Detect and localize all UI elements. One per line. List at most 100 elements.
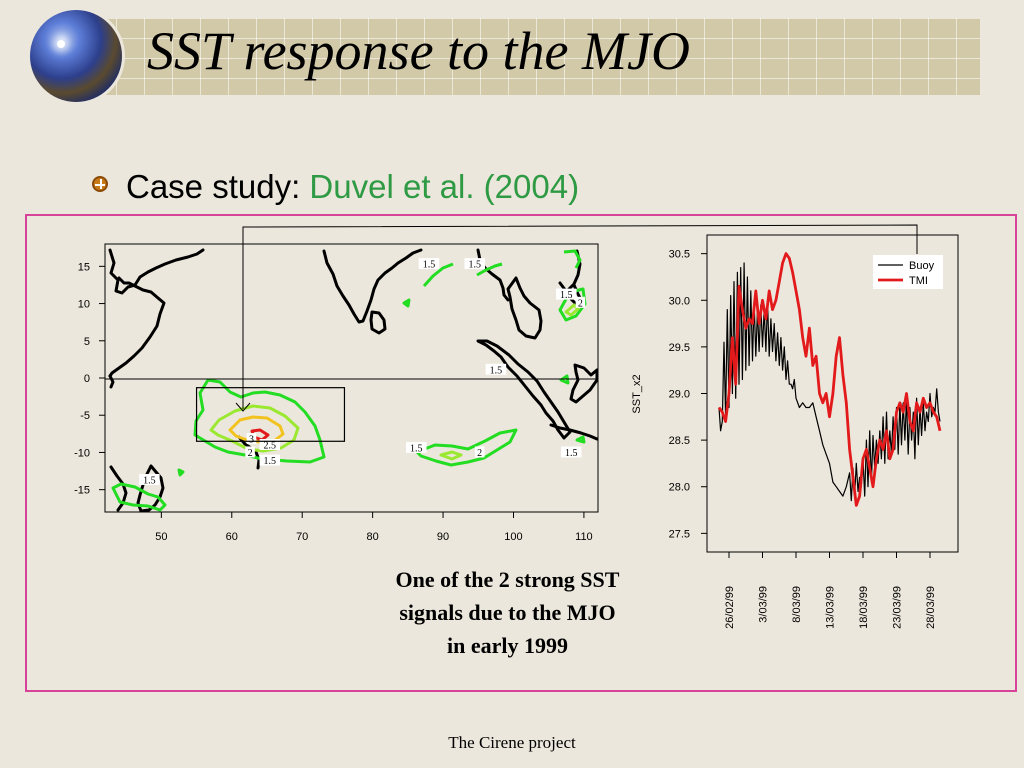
series-line-buoy [718,262,941,502]
contour-label-bg [575,296,586,308]
contour-1-5-ne2 [476,262,503,277]
coastline-java [549,423,599,441]
coastline-india [322,248,423,324]
bullet-prefix: Case study: [126,168,310,205]
bullet-citation: Duvel et al. (2004) [309,168,580,205]
map-x-axis: 50 60 70 80 90 100 110 [155,512,593,543]
contour-label-bg [246,433,257,445]
contour-label: 1.5 [143,475,156,486]
ts-y-tick-label: 30.0 [669,295,690,307]
ts-series [717,252,942,507]
contour-label-bg [485,363,507,375]
caption-line: signals due to the MJO [399,600,616,625]
contour-label: 1.5 [423,260,436,271]
map-x-tick-label: 80 [367,531,379,543]
contour-label: 2 [477,448,482,459]
globe-icon [30,10,122,102]
ts-y-tick-label: 27.5 [669,528,690,540]
ts-legend: Buoy TMI [873,255,943,289]
map-x-tick-label: 60 [226,531,238,543]
coastline-borneo [569,363,599,404]
slide-title: SST response to the MJO [147,21,690,81]
contour-1-5-main [193,378,326,464]
ts-y-axis: 27.5 28.0 28.5 29.0 29.5 30.0 30.5 [669,249,707,540]
caption-line: in early 1999 [447,633,568,658]
contour-2-sthai [564,303,580,317]
contour-label-bg [560,446,582,458]
contour-label-bg [259,439,281,450]
contour-label: 2 [248,448,253,459]
coastline-somalia [108,374,115,389]
map-y-tick-label: 0 [84,373,90,385]
contour-label: 1.5 [410,443,423,454]
contour-label-bg [139,473,160,485]
contour-label: 3 [249,435,254,446]
contour-label: 1.5 [560,290,573,301]
contour-1-5-sw [111,482,167,512]
coastline-africa-south [109,465,128,512]
contour-1-5-east [415,428,518,467]
contour-label: 2 [578,298,583,309]
ts-y-tick-label: 29.5 [669,342,690,354]
map-x-tick-label: 50 [155,531,167,543]
contour-label-bg [474,446,485,458]
contour-label-bg [556,288,577,300]
contour-label-bg [464,258,485,270]
highlight-box [195,387,346,442]
contour-1-5-speck1 [402,298,411,308]
footer-text: The Cirene project [448,733,576,752]
figure-frame [25,214,1017,692]
contour-label: 1.5 [469,260,482,271]
contour-label-bg [406,441,427,453]
ts-y-tick-label: 29.0 [669,389,690,401]
legend-label: Buoy [909,260,935,272]
coastline-malay-peninsula [506,276,543,340]
globe-bullet-icon [92,176,108,192]
map-y-tick-label: 10 [78,299,90,311]
legend-label: TMI [909,275,928,287]
ts-x-tick-label: 23/03/99 [892,586,904,629]
ts-y-axis-label: SST_x2 [631,374,643,413]
map-x-tick-label: 110 [575,531,593,543]
ts-x-tick-label: 26/02/99 [724,586,736,629]
ts-y-tick-label: 30.5 [669,249,690,261]
coastline-arabia [108,276,166,378]
coastline-madagascar [136,464,165,513]
ts-x-tick-label: 28/03/99 [925,586,937,629]
map-y-axis: 15 10 5 0 -5 -10 -15 [74,261,105,497]
arrow-head-icon [235,402,251,412]
ts-x-tick-label: 8/03/99 [791,586,803,623]
caption-line: One of the 2 strong SST [395,567,620,592]
contour-label: 2.5 [264,441,277,452]
contour-label: 1.5 [490,365,503,376]
contour-label-bg [259,454,281,466]
ts-x-tick-label: 13/03/99 [825,586,837,629]
ts-x-tick-label: 18/03/99 [858,586,870,629]
contour-1-5-speck4 [575,435,586,444]
globe-highlight [57,40,65,48]
bullet-text: Case study: Duvel et al. (2004) [126,168,579,206]
contours [111,249,587,512]
map-y-tick-label: -10 [74,447,90,459]
contour-label-bg [418,258,440,270]
contour-2-main [209,404,300,453]
contour-1-5-speck3 [177,468,185,477]
contour-labels: 1.5 1.5 1.5 2 1.5 3 2.5 2 1.5 1.5 2 1.5 1.5 [139,258,586,486]
coastline-sumatra [476,339,572,440]
contour-2-east [439,450,463,461]
ts-x-tick-label: 3/03/99 [758,586,770,623]
contour-1-5-sch [563,249,582,269]
coastline-sri-lanka [369,310,387,335]
map-x-tick-label: 90 [437,531,449,543]
contour-label-bg [245,446,255,458]
legend-box [873,255,943,289]
ts-y-tick-label: 28.0 [669,482,690,494]
contour-1-5-ne [422,262,454,288]
contour-label: 1.5 [565,448,578,459]
figure-caption: One of the 2 strong SST signals due to t… [355,563,660,662]
map-x-tick-label: 70 [296,531,308,543]
map-y-tick-label: 5 [84,336,90,348]
title-bar [60,18,980,95]
